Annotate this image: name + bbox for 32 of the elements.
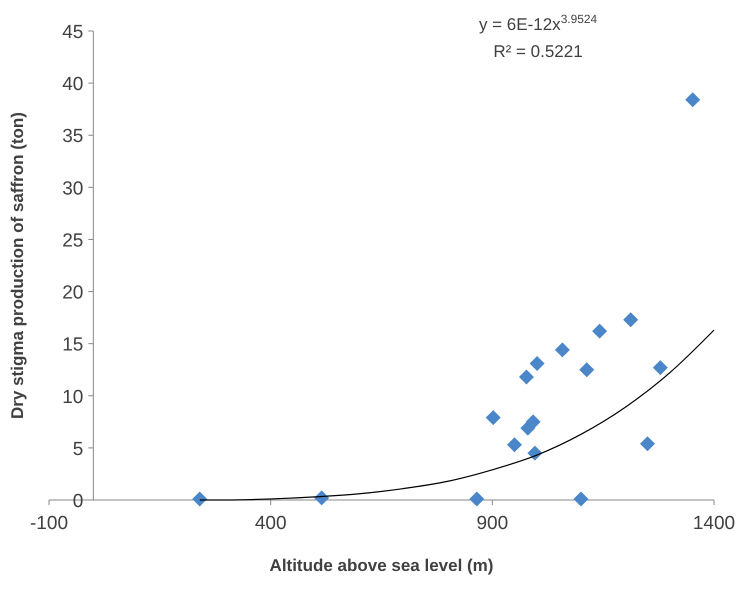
x-axis-title: Altitude above sea level (m): [270, 556, 494, 575]
point: [579, 362, 594, 378]
point: [486, 410, 501, 426]
point: [518, 370, 534, 385]
y-tick-label: 5: [72, 438, 84, 460]
point: [685, 92, 700, 108]
point: [623, 312, 638, 328]
y-tick-label: 45: [62, 22, 84, 43]
y-tick-label: 30: [62, 178, 84, 200]
x-tick-label: 1400: [692, 513, 736, 534]
x-tick-label: -100: [30, 513, 68, 534]
y-tick-label: 10: [62, 386, 84, 408]
y-tick-label: 20: [62, 282, 84, 304]
point: [192, 491, 208, 506]
point: [530, 356, 545, 371]
point: [592, 324, 608, 339]
y-axis-title: Dry stigma production of saffron (ton): [8, 112, 27, 419]
x-tick-label: 400: [254, 513, 287, 534]
point: [526, 414, 541, 430]
x-tick-label: 900: [476, 513, 508, 534]
point: [469, 491, 484, 506]
point: [574, 491, 588, 506]
point: [640, 436, 655, 452]
annotation: R² = 0.5221: [493, 42, 583, 61]
annotation: y = 6E-12x$^{3.9524}$: [478, 12, 598, 34]
y-tick-label: 25: [62, 230, 84, 252]
y-tick-label: 15: [62, 334, 84, 356]
y-tick-label: 35: [62, 126, 84, 148]
point: [652, 360, 668, 376]
y-tick-label: 40: [62, 74, 84, 96]
point: [507, 437, 522, 452]
point: [554, 342, 570, 358]
